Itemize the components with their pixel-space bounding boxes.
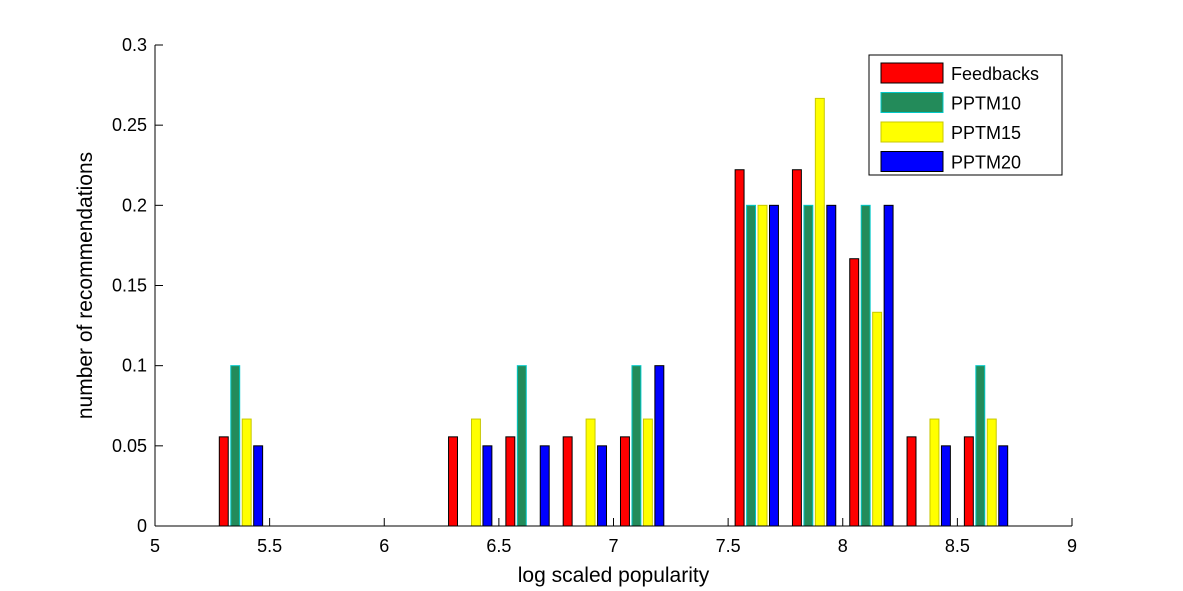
bar <box>975 365 986 527</box>
bar <box>482 445 493 527</box>
bar <box>619 436 630 527</box>
bar <box>516 365 527 527</box>
bar <box>940 445 951 527</box>
bar <box>746 204 757 527</box>
bar <box>998 445 1009 527</box>
bar <box>757 204 768 527</box>
bar <box>539 445 550 527</box>
legend-label: PPTM10 <box>951 94 1021 114</box>
x-tick-label: 5 <box>150 536 160 556</box>
x-tick-label: 9 <box>1067 536 1077 556</box>
x-tick-label: 8.5 <box>945 536 970 556</box>
bar <box>585 418 596 527</box>
legend-label: PPTM15 <box>951 123 1021 143</box>
bar <box>929 418 940 527</box>
bar <box>872 311 883 527</box>
bar <box>448 436 458 527</box>
legend-label: Feedbacks <box>951 64 1039 84</box>
x-tick-label: 6 <box>379 536 389 556</box>
bar <box>631 365 642 527</box>
y-tick-label: 0.25 <box>112 115 147 135</box>
x-tick-label: 7.5 <box>716 536 741 556</box>
bar <box>734 169 745 527</box>
x-tick-label: 7 <box>608 536 618 556</box>
x-tick-label: 5.5 <box>257 536 282 556</box>
y-tick-label: 0.15 <box>112 276 147 296</box>
y-tick-label: 0.2 <box>122 195 147 215</box>
bar <box>218 436 229 527</box>
legend-swatch <box>880 62 944 84</box>
bar <box>505 436 516 527</box>
bar <box>803 204 814 527</box>
bar <box>883 204 894 527</box>
x-axis-label: log scaled popularity <box>518 564 710 587</box>
bar <box>849 258 860 527</box>
bar <box>253 445 264 527</box>
axes: 5 5.5 6 6.5 7 7.5 8 8.5 9 0 0.05 0.1 0.15 0.2 0.25 0.3 <box>112 35 1077 556</box>
bar <box>230 365 241 527</box>
bar <box>241 418 252 527</box>
bar <box>769 204 779 527</box>
x-tick-label: 8 <box>838 536 848 556</box>
bar <box>826 204 837 527</box>
legend: Feedbacks PPTM10 PPTM15 PPTM20 <box>868 54 1063 176</box>
y-tick-label: 0.05 <box>112 436 147 456</box>
legend-swatch <box>880 121 944 143</box>
legend-swatch <box>880 92 944 113</box>
legend-label: PPTM20 <box>951 153 1021 173</box>
bar <box>860 204 871 527</box>
bar <box>654 365 665 527</box>
x-tick-label: 6.5 <box>486 536 511 556</box>
y-axis-label: number of recommendations <box>74 152 97 419</box>
y-tick-label: 0 <box>137 516 147 536</box>
bar <box>562 436 573 527</box>
bar <box>963 436 974 527</box>
bar <box>470 418 481 527</box>
bar <box>814 97 825 527</box>
y-tick-label: 0.3 <box>122 35 147 55</box>
bar <box>986 418 997 527</box>
bar <box>642 418 653 527</box>
legend-swatch <box>880 151 944 172</box>
bar <box>906 436 917 527</box>
bar <box>597 445 608 527</box>
y-tick-label: 0.1 <box>122 356 147 376</box>
bar <box>791 169 802 527</box>
